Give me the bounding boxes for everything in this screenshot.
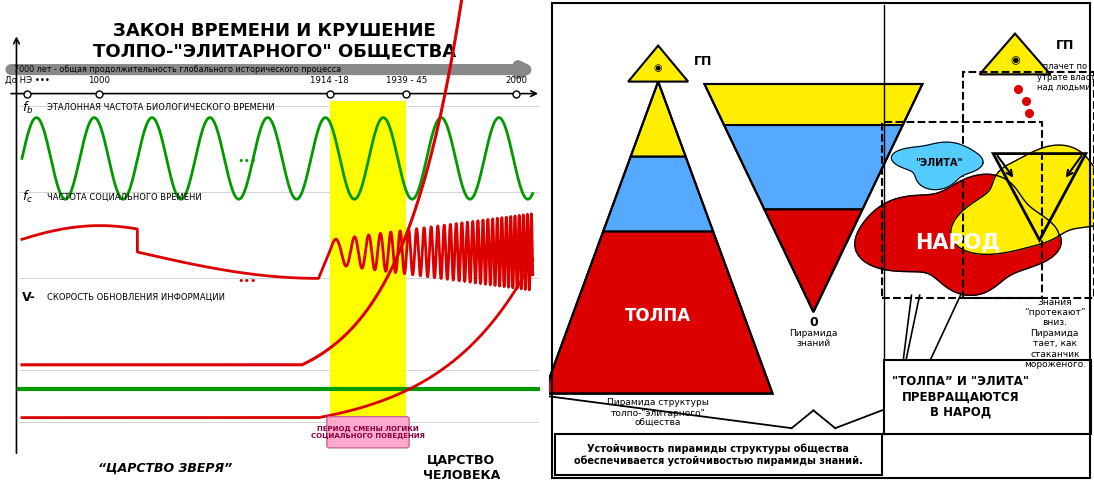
Text: ГП: ГП <box>694 55 712 68</box>
Bar <box>884 360 1092 434</box>
Polygon shape <box>854 174 1061 295</box>
Polygon shape <box>951 145 1094 254</box>
Polygon shape <box>705 84 922 125</box>
Text: "ЭЛИТА": "ЭЛИТА" <box>915 158 963 168</box>
Text: 2000: 2000 <box>505 76 527 85</box>
Text: НАРОД: НАРОД <box>916 232 1000 252</box>
Text: Знания
“протекают”
вниз.
Пирамида
тает, как
стаканчик
мороженого.: Знания “протекают” вниз. Пирамида тает, … <box>1024 298 1086 369</box>
Polygon shape <box>544 231 772 394</box>
Bar <box>329 101 406 446</box>
Text: •••: ••• <box>237 276 257 286</box>
Polygon shape <box>765 209 862 312</box>
Text: ТОЛПА: ТОЛПА <box>625 307 691 324</box>
Text: •••: ••• <box>237 156 257 166</box>
Text: 1000: 1000 <box>88 76 109 85</box>
Text: ЗАКОН ВРЕМЕНИ И КРУШЕНИЕ
ТОЛПО-"ЭЛИТАРНОГО" ОБЩЕСТВА: ЗАКОН ВРЕМЕНИ И КРУШЕНИЕ ТОЛПО-"ЭЛИТАРНО… <box>93 22 456 60</box>
Text: ГП: ГП <box>1056 39 1074 52</box>
Polygon shape <box>628 46 688 82</box>
Text: Пирамида
знаний: Пирамида знаний <box>789 329 838 348</box>
Text: $f_b$: $f_b$ <box>22 100 34 116</box>
Text: До НЭ •••: До НЭ ••• <box>5 76 50 85</box>
Polygon shape <box>979 34 1050 74</box>
Text: СКОРОСТЬ ОБНОВЛЕНИЯ ИНФОРМАЦИИ: СКОРОСТЬ ОБНОВЛЕНИЯ ИНФОРМАЦИИ <box>47 293 224 302</box>
Polygon shape <box>892 142 984 190</box>
Text: “ЦАРСТВО ЗВЕРЯ”: “ЦАРСТВО ЗВЕРЯ” <box>97 461 232 475</box>
Text: - плачет по
утрате власти
над людьми: - плачет по утрате власти над людьми <box>1037 62 1094 92</box>
Text: $f_c$: $f_c$ <box>22 189 33 205</box>
Text: ЦАРСТВО
ЧЕЛОВЕКА: ЦАРСТВО ЧЕЛОВЕКА <box>422 454 500 480</box>
Text: ПЕРИОД СМЕНЫ ЛОГИКИ
СОЦИАЛЬНОГО ПОВЕДЕНИЯ: ПЕРИОД СМЕНЫ ЛОГИКИ СОЦИАЛЬНОГО ПОВЕДЕНИ… <box>311 425 424 439</box>
Text: Пирамида структуры
толпо-"элитарного"
общества: Пирамида структуры толпо-"элитарного" об… <box>607 398 709 428</box>
Polygon shape <box>603 156 713 231</box>
Text: 1939 - 45: 1939 - 45 <box>386 76 427 85</box>
Text: ЭТАЛОННАЯ ЧАСТОТА БИОЛОГИЧЕСКОГО ВРЕМЕНИ: ЭТАЛОННАЯ ЧАСТОТА БИОЛОГИЧЕСКОГО ВРЕМЕНИ <box>47 104 275 112</box>
Text: 0: 0 <box>810 316 818 329</box>
FancyBboxPatch shape <box>327 417 409 448</box>
Text: V-: V- <box>22 291 36 304</box>
Bar <box>555 434 882 475</box>
Text: Устойчивость пирамиды структуры общества
обеспечивается устойчивостью пирамиды з: Устойчивость пирамиды структуры общества… <box>573 444 862 466</box>
Text: ◉: ◉ <box>1010 55 1020 65</box>
Text: ЧАСТОТА СОЦИАЛЬНОГО ВРЕМЕНИ: ЧАСТОТА СОЦИАЛЬНОГО ВРЕМЕНИ <box>47 192 201 201</box>
Polygon shape <box>724 125 903 209</box>
Text: 7000 лет - общая продолжительность глобального исторического процесса: 7000 лет - общая продолжительность глоба… <box>14 65 341 74</box>
Text: "ТОЛПА” И "ЭЛИТА"
ПРЕВРАЩАЮТСЯ
В НАРОД: "ТОЛПА” И "ЭЛИТА" ПРЕВРАЩАЮТСЯ В НАРОД <box>892 375 1029 419</box>
Text: 1914 -18: 1914 -18 <box>310 76 349 85</box>
Text: ◉: ◉ <box>654 63 662 73</box>
Polygon shape <box>631 82 686 156</box>
